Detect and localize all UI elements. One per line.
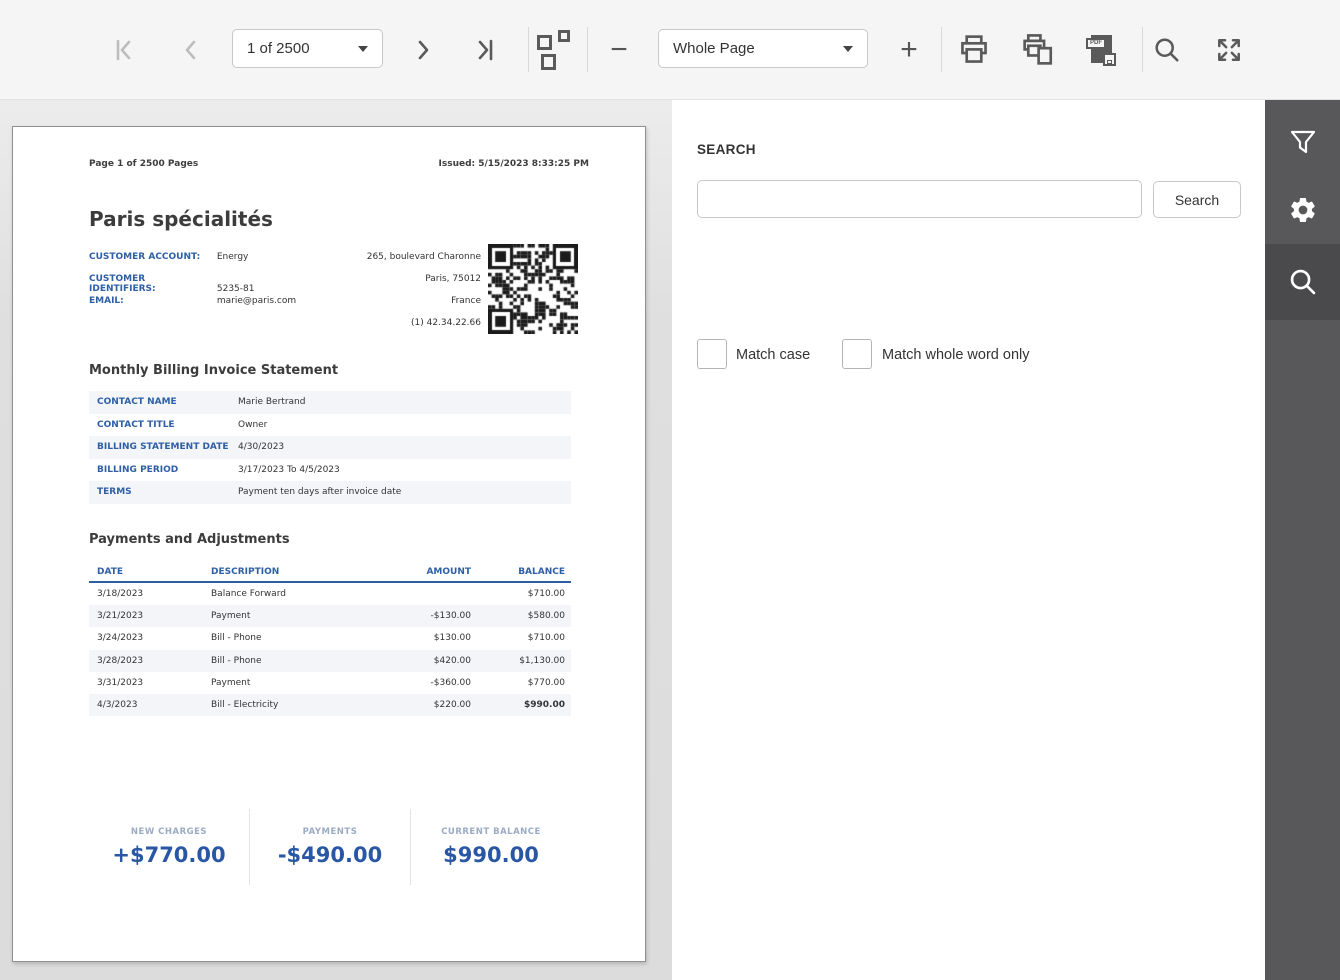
table-row: 4/3/2023 Bill - Electricity $220.00 $990… [89,693,571,717]
minus-icon: − [610,33,628,66]
right-sidebar [1265,100,1340,980]
document-viewer: Page 1 of 2500 Pages Issued: 5/15/2023 8… [0,100,672,980]
export-pdf-icon: PDF [1086,34,1116,66]
page-meta: Page 1 of 2500 Pages [89,159,199,169]
fullscreen-icon [1218,39,1240,61]
statement-row: TERMS Payment ten days after invoice dat… [89,481,571,504]
toolbar-divider [587,27,588,72]
statement-row: CONTACT NAME Marie Bertrand [89,391,571,414]
statement-row: BILLING STATEMENT DATE 4/30/2023 [89,436,571,459]
filter-tab-button[interactable] [1265,104,1340,180]
summary-row: NEW CHARGES +$770.00 PAYMENTS -$490.00 C… [89,809,571,885]
printer-page-icon [1023,34,1053,65]
match-whole-word-label: Match whole word only [882,347,1030,363]
match-whole-word-checkbox[interactable] [842,339,872,369]
table-row: 3/21/2023 Payment -$130.00 $580.00 [89,605,571,628]
export-pdf-button[interactable]: PDF [1080,28,1122,72]
table-row: 3/31/2023 Payment -$360.00 $770.00 [97,677,565,688]
settings-tab-button[interactable] [1265,172,1340,248]
zoom-in-button[interactable]: + [888,28,930,72]
table-row: 3/24/2023 Bill - Phone $130.00 $710.00 [97,633,565,644]
page-meta-row: Page 1 of 2500 Pages Issued: 5/15/2023 8… [89,159,589,169]
fullscreen-button[interactable] [1208,28,1250,72]
chevron-down-icon [358,45,368,52]
toolbar: 1 of 2500 − Whole Page + [0,0,1340,100]
first-page-button[interactable] [103,28,145,72]
thumbnails-button[interactable] [531,28,577,72]
address-line: Paris, 75012 [425,274,481,284]
next-page-icon [418,40,429,60]
zoom-out-button[interactable]: − [598,28,640,72]
summary-payments: PAYMENTS -$490.00 [249,809,410,885]
search-submit-button[interactable]: Search [1153,181,1241,218]
printer-icon [961,35,987,63]
search-input[interactable] [697,180,1142,218]
search-icon [1290,269,1315,295]
thumbnails-icon [534,28,574,72]
table-row: 3/18/2023 Balance Forward $710.00 [97,589,565,600]
first-page-icon [116,39,131,61]
statement-row: BILLING PERIOD 3/17/2023 To 4/5/2023 [97,464,340,475]
search-panel: SEARCH Search Match case Match whole wor… [672,100,1265,980]
search-tab-button[interactable] [1265,244,1340,320]
address-line: 265, boulevard Charonne [366,252,481,262]
print-page-button[interactable] [1017,28,1059,72]
payments-table: DATE DESCRIPTION AMOUNT BALANCE 3/18/202… [89,563,571,717]
customer-field: CUSTOMER ACCOUNT: Energy [89,252,249,262]
match-case-label: Match case [736,347,811,363]
previous-page-icon [185,40,196,60]
page-number-value: 1 of 2500 [247,40,310,57]
zoom-level-select[interactable]: Whole Page [658,29,868,68]
search-icon [1155,38,1179,62]
payments-heading: Payments and Adjustments [89,532,290,547]
address-line: (1) 42.34.22.66 [410,318,481,328]
toolbar-search-button[interactable] [1146,28,1188,72]
qr-code [488,244,578,334]
document-page: Page 1 of 2500 Pages Issued: 5/15/2023 8… [12,126,646,962]
issued-timestamp: Issued: 5/15/2023 8:33:25 PM [438,159,590,169]
statement-heading: Monthly Billing Invoice Statement [89,363,339,378]
toolbar-divider [528,27,529,72]
zoom-level-value: Whole Page [673,40,755,57]
chevron-down-icon [843,45,853,52]
gear-icon [1290,197,1315,223]
toolbar-divider [941,27,942,72]
table-row: 3/28/2023 Bill - Phone $420.00 $1,130.00 [89,649,571,672]
search-panel-heading: SEARCH [697,142,756,157]
payments-header-row: DATE DESCRIPTION AMOUNT BALANCE [89,563,571,583]
address-line: France [451,296,481,306]
page-title: Paris spécialités [89,207,273,231]
last-page-button[interactable] [464,28,506,72]
previous-page-button[interactable] [170,28,212,72]
customer-field: CUSTOMER IDENTIFIERS: 5235-81 [89,274,255,294]
customer-field: EMAIL: marie@paris.com [89,296,297,306]
summary-current-balance: CURRENT BALANCE $990.00 [410,809,571,885]
summary-new-charges: NEW CHARGES +$770.00 [112,827,226,867]
statement-row: CONTACT TITLE Owner [97,419,268,430]
filter-icon [1290,130,1315,154]
last-page-icon [478,39,493,61]
plus-icon: + [900,33,918,66]
page-number-select[interactable]: 1 of 2500 [232,29,383,68]
statement-table: CONTACT NAME Marie Bertrand CONTACT TITL… [89,391,571,504]
match-case-checkbox[interactable] [697,339,727,369]
next-page-button[interactable] [402,28,444,72]
print-button[interactable] [953,28,995,72]
toolbar-divider [1142,27,1143,72]
